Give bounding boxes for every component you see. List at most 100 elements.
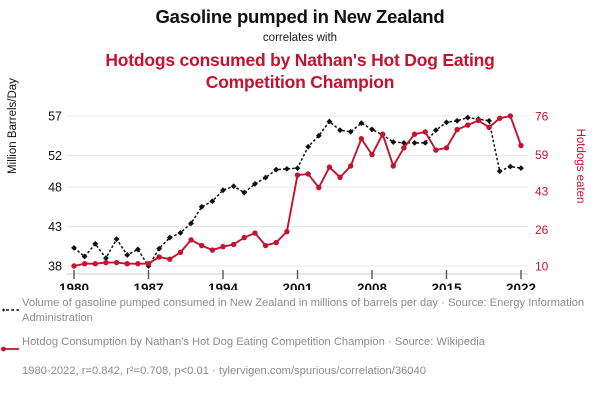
data-point [369, 151, 375, 158]
data-point [273, 239, 279, 246]
data-point [294, 165, 301, 172]
data-point [390, 163, 396, 169]
x-tick-labels: 1980 1987 1994 2001 2008 2015 2022 [59, 281, 536, 290]
data-point [241, 234, 247, 241]
data-point [422, 129, 428, 135]
data-point [92, 240, 99, 247]
data-point [454, 117, 461, 124]
series-hotdogs [71, 113, 524, 269]
data-point [475, 117, 482, 124]
data-point [134, 246, 141, 253]
data-point [177, 229, 184, 236]
correlates-with-label: correlates with [262, 32, 338, 44]
legend-label-gasoline: Volume of gasoline pumped consumed in Ne… [22, 297, 585, 324]
data-point [241, 189, 248, 196]
x-tick-label: 1987 [133, 281, 163, 290]
data-point [390, 139, 397, 145]
data-point [135, 261, 141, 267]
left-tick-label: 57 [48, 110, 62, 124]
data-point [209, 198, 216, 205]
data-point [220, 187, 226, 194]
left-tick-label: 48 [48, 181, 62, 195]
data-point [315, 132, 322, 139]
data-point [358, 120, 365, 127]
legend-label-hotdogs: Hotdog Consumption by Nathan's Hot Dog E… [22, 336, 485, 348]
data-point [432, 127, 439, 134]
right-tick-label: 76 [535, 110, 549, 124]
data-point [411, 139, 418, 146]
dashed-line-marker-icon [2, 308, 19, 312]
data-point [262, 174, 269, 181]
solid-line-marker-icon [1, 346, 19, 352]
data-point [454, 126, 460, 133]
data-point [81, 261, 88, 267]
left-tick-label: 52 [48, 149, 62, 163]
x-tick-label: 2022 [506, 281, 536, 290]
data-point [81, 253, 88, 260]
data-point [284, 228, 290, 235]
data-point [177, 249, 184, 256]
x-tick-label: 2008 [357, 281, 388, 290]
legend-row-hotdogs: Hotdog Consumption by Nathan's Hot Dog E… [0, 335, 600, 358]
data-point [497, 115, 503, 121]
data-point [166, 234, 173, 241]
data-point [507, 113, 514, 119]
data-point [124, 261, 130, 267]
data-point [156, 254, 162, 260]
data-point [348, 163, 354, 169]
data-point [358, 136, 365, 142]
right-tick-label: 43 [535, 185, 549, 199]
data-point [379, 131, 386, 137]
gridlines [67, 115, 528, 267]
data-point [465, 122, 471, 128]
data-point [273, 166, 280, 173]
right-tick-label: 59 [535, 148, 549, 162]
data-point [443, 119, 450, 126]
data-point [124, 252, 131, 258]
data-point [103, 259, 109, 266]
data-point [167, 256, 173, 262]
data-point [401, 145, 407, 151]
data-point [433, 147, 439, 153]
data-point [230, 183, 237, 190]
data-point [507, 163, 514, 170]
correlation-stats[interactable]: 1980-2022, r=0.842, r²=0.708, p<0.01 · t… [22, 365, 426, 377]
page-subtitle: Hotdogs consumed by Nathan's Hot Dog Eat… [105, 50, 495, 92]
series-line [73, 114, 522, 267]
data-point [252, 180, 258, 187]
data-point [486, 124, 492, 131]
data-point [198, 203, 205, 210]
data-point [316, 184, 322, 191]
x-axis [67, 270, 528, 279]
data-point [103, 255, 109, 262]
data-point [518, 142, 524, 149]
data-point [113, 259, 120, 266]
data-point [326, 118, 333, 125]
data-point [113, 236, 120, 243]
data-point [156, 245, 163, 252]
data-point [422, 139, 429, 146]
data-point [305, 171, 311, 177]
data-point [347, 128, 354, 135]
left-tick-label: 43 [48, 220, 62, 234]
data-point [496, 168, 503, 175]
data-point [92, 261, 98, 267]
data-point [486, 117, 492, 124]
data-point [443, 145, 450, 151]
data-point [326, 164, 333, 170]
title-block: Gasoline pumped in New Zealand correlate… [0, 0, 600, 93]
left-tick-label: 38 [48, 260, 62, 274]
data-point [305, 143, 312, 150]
data-point [71, 244, 77, 251]
series-gasoline [71, 114, 524, 269]
data-point [294, 172, 301, 178]
legend-footer: Volume of gasoline pumped consumed in Ne… [0, 296, 600, 379]
data-point [188, 220, 194, 227]
data-point [145, 261, 152, 267]
x-tick-label: 2015 [431, 281, 462, 290]
correlation-chart: 38 43 48 52 57 10 26 43 59 76 1980 1987 1994 2001 20… [48, 110, 549, 291]
data-point [230, 241, 237, 248]
series-line [73, 116, 522, 268]
legend-key-gasoline [0, 296, 22, 319]
